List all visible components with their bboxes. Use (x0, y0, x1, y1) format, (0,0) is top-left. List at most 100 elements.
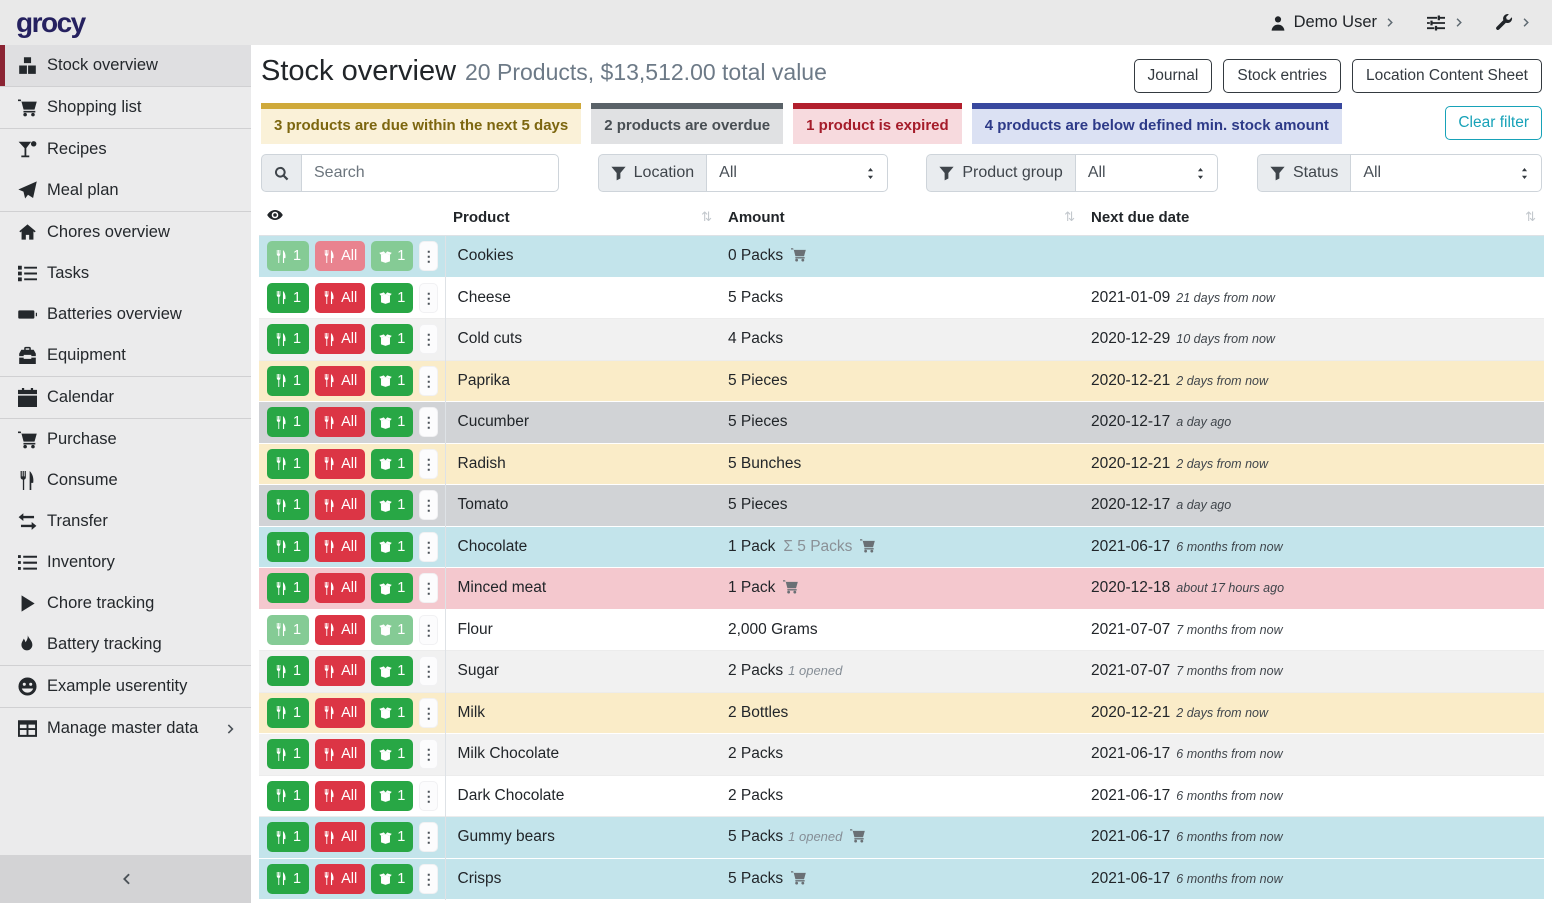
row-menu-button[interactable]: ⋮ (419, 241, 439, 272)
sidebar-item-batteries-overview[interactable]: Batteries overview (0, 294, 251, 335)
open-one-button[interactable]: 1 (371, 822, 414, 853)
status-select[interactable]: All (1350, 154, 1542, 192)
clear-filter-button[interactable]: Clear filter (1445, 106, 1542, 140)
row-menu-button[interactable]: ⋮ (419, 407, 439, 438)
consume-one-button[interactable]: 1 (267, 241, 310, 272)
sidebar-item-battery-tracking[interactable]: Battery tracking (0, 624, 251, 665)
row-menu-button[interactable]: ⋮ (419, 780, 439, 811)
consume-one-button[interactable]: 1 (267, 448, 310, 479)
consume-one-button[interactable]: 1 (267, 531, 310, 562)
consume-all-button[interactable]: All (315, 407, 366, 438)
open-one-button[interactable]: 1 (371, 614, 414, 645)
consume-one-button[interactable]: 1 (267, 614, 310, 645)
open-one-button[interactable]: 1 (371, 282, 414, 313)
open-one-button[interactable]: 1 (371, 697, 414, 728)
stock-entries-button[interactable]: Stock entries (1223, 59, 1341, 93)
consume-one-button[interactable]: 1 (267, 739, 310, 770)
sidebar-item-tasks[interactable]: Tasks (0, 253, 251, 294)
user-menu[interactable]: Demo User (1270, 13, 1396, 32)
consume-one-button[interactable]: 1 (267, 656, 310, 687)
sidebar-item-example-userentity[interactable]: Example userentity (0, 666, 251, 707)
sidebar-item-calendar[interactable]: Calendar (0, 377, 251, 418)
column-header-next-due-date[interactable]: Next due date ⇅ (1083, 201, 1544, 236)
consume-one-button[interactable]: 1 (267, 282, 310, 313)
consume-all-button[interactable]: All (315, 822, 366, 853)
sidebar-collapse-button[interactable] (0, 855, 251, 903)
open-one-button[interactable]: 1 (371, 863, 414, 894)
open-one-button[interactable]: 1 (371, 573, 414, 604)
open-one-button[interactable]: 1 (371, 656, 414, 687)
banner-below-min[interactable]: 4 products are below defined min. stock … (971, 103, 1342, 144)
banner-expired[interactable]: 1 product is expired (793, 103, 962, 144)
row-menu-button[interactable]: ⋮ (419, 656, 439, 687)
consume-all-button[interactable]: All (315, 324, 366, 355)
consume-one-button[interactable]: 1 (267, 697, 310, 728)
sidebar-item-shopping-list[interactable]: Shopping list (0, 87, 251, 128)
sidebar-item-equipment[interactable]: Equipment (0, 335, 251, 376)
consume-all-button[interactable]: All (315, 863, 366, 894)
sidebar-item-consume[interactable]: Consume (0, 460, 251, 501)
consume-all-button[interactable]: All (315, 573, 366, 604)
open-one-button[interactable]: 1 (371, 407, 414, 438)
open-one-button[interactable]: 1 (371, 780, 414, 811)
consume-one-button[interactable]: 1 (267, 407, 310, 438)
consume-one-button[interactable]: 1 (267, 490, 310, 521)
row-menu-button[interactable]: ⋮ (419, 531, 439, 562)
consume-one-button[interactable]: 1 (267, 822, 310, 853)
consume-one-button[interactable]: 1 (267, 324, 310, 355)
consume-one-button[interactable]: 1 (267, 863, 310, 894)
consume-all-button[interactable]: All (315, 531, 366, 562)
consume-one-button[interactable]: 1 (267, 780, 310, 811)
row-menu-button[interactable]: ⋮ (419, 697, 439, 728)
open-one-button[interactable]: 1 (371, 739, 414, 770)
row-menu-button[interactable]: ⋮ (419, 448, 439, 479)
location-select[interactable]: All (706, 154, 888, 192)
sidebar-item-chore-tracking[interactable]: Chore tracking (0, 583, 251, 624)
location-content-sheet-button[interactable]: Location Content Sheet (1351, 59, 1542, 93)
sidebar-item-purchase[interactable]: Purchase (0, 419, 251, 460)
sidebar-item-manage-master-data[interactable]: Manage master data (0, 708, 251, 749)
consume-all-button[interactable]: All (315, 365, 366, 396)
sidebar-item-recipes[interactable]: Recipes (0, 129, 251, 170)
sidebar-item-inventory[interactable]: Inventory (0, 542, 251, 583)
product-group-select[interactable]: All (1074, 154, 1219, 192)
consume-all-button[interactable]: All (315, 282, 366, 313)
consume-one-button[interactable]: 1 (267, 365, 310, 396)
open-one-button[interactable]: 1 (371, 241, 414, 272)
journal-button[interactable]: Journal (1133, 59, 1213, 93)
search-input[interactable] (301, 154, 559, 192)
consume-one-button[interactable]: 1 (267, 573, 310, 604)
consume-all-button[interactable]: All (315, 241, 366, 272)
consume-all-button[interactable]: All (315, 656, 366, 687)
eye-icon[interactable] (267, 207, 283, 223)
consume-all-button[interactable]: All (315, 739, 366, 770)
open-one-button[interactable]: 1 (371, 490, 414, 521)
row-menu-button[interactable]: ⋮ (419, 573, 439, 604)
row-menu-button[interactable]: ⋮ (419, 739, 439, 770)
sidebar-item-chores-overview[interactable]: Chores overview (0, 212, 251, 253)
admin-menu[interactable] (1495, 14, 1532, 31)
app-logo[interactable]: grocy (16, 6, 86, 38)
banner-due-soon[interactable]: 3 products are due within the next 5 day… (261, 103, 582, 144)
row-menu-button[interactable]: ⋮ (419, 490, 439, 521)
open-one-button[interactable]: 1 (371, 531, 414, 562)
column-header-amount[interactable]: Amount ⇅ (720, 201, 1083, 236)
settings-menu[interactable] (1426, 14, 1465, 32)
consume-all-button[interactable]: All (315, 697, 366, 728)
row-menu-button[interactable]: ⋮ (419, 324, 439, 355)
sidebar-item-stock-overview[interactable]: Stock overview (0, 45, 251, 86)
sidebar-item-meal-plan[interactable]: Meal plan (0, 170, 251, 211)
open-one-button[interactable]: 1 (371, 324, 414, 355)
consume-all-button[interactable]: All (315, 490, 366, 521)
row-menu-button[interactable]: ⋮ (419, 282, 439, 313)
banner-overdue[interactable]: 2 products are overdue (591, 103, 784, 144)
open-one-button[interactable]: 1 (371, 448, 414, 479)
column-header-product[interactable]: Product ⇅ (445, 201, 720, 236)
open-one-button[interactable]: 1 (371, 365, 414, 396)
consume-all-button[interactable]: All (315, 614, 366, 645)
consume-all-button[interactable]: All (315, 780, 366, 811)
row-menu-button[interactable]: ⋮ (419, 614, 439, 645)
row-menu-button[interactable]: ⋮ (419, 822, 439, 853)
row-menu-button[interactable]: ⋮ (419, 365, 439, 396)
row-menu-button[interactable]: ⋮ (419, 863, 439, 894)
